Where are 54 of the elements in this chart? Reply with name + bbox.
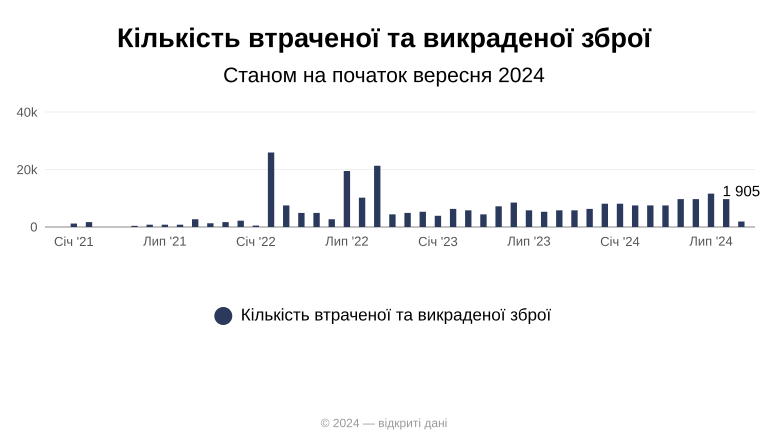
bar xyxy=(647,205,654,227)
x-tick-label: Січ '22 xyxy=(236,236,276,246)
bar xyxy=(86,222,92,227)
y-tick-label: 20k xyxy=(17,164,38,174)
bar xyxy=(207,223,214,227)
x-tick-label: Січ '24 xyxy=(600,236,640,246)
x-tick-label: Лип '23 xyxy=(507,236,550,246)
text: © 2024 — відкриті дані xyxy=(320,418,447,430)
bar xyxy=(571,210,578,227)
bar xyxy=(222,222,229,227)
bar xyxy=(662,205,669,227)
chart-title: Кількість втраченої та викраденої зброї xyxy=(118,27,652,53)
bar xyxy=(722,199,730,227)
x-tick-label: Лип '21 xyxy=(143,236,186,246)
bar xyxy=(374,166,380,227)
bar xyxy=(540,212,548,227)
bar xyxy=(420,212,426,227)
bar xyxy=(344,170,350,227)
bar xyxy=(556,210,562,227)
bar xyxy=(283,205,290,227)
bar xyxy=(434,216,442,227)
bar xyxy=(586,208,593,227)
bar xyxy=(313,212,320,227)
bar xyxy=(328,219,335,227)
data-label: 1 905 xyxy=(724,186,760,196)
bar xyxy=(238,220,244,227)
x-tick-label: Лип '22 xyxy=(325,236,368,246)
x-tick-label: Лип '24 xyxy=(689,236,732,246)
bar xyxy=(450,208,456,227)
bar xyxy=(677,199,684,227)
bar xyxy=(404,212,411,227)
bar xyxy=(495,206,502,227)
bar xyxy=(480,214,487,227)
bar xyxy=(692,199,700,227)
legend-label: Кількість втраченої та викраденої зброї xyxy=(242,308,552,324)
bar xyxy=(70,224,78,227)
bar xyxy=(708,194,714,227)
bar xyxy=(632,205,638,227)
bar xyxy=(358,198,366,227)
bar xyxy=(192,219,198,227)
y-tick-label: 0 xyxy=(30,222,37,232)
bar xyxy=(616,204,624,227)
bar xyxy=(602,204,608,227)
bar xyxy=(510,202,517,227)
bar xyxy=(298,212,305,227)
bar xyxy=(465,210,472,227)
chart-subtitle: Станом на початок вересня 2024 xyxy=(224,67,544,87)
bar xyxy=(268,152,274,227)
bar xyxy=(526,210,532,227)
x-tick-label: Січ '23 xyxy=(418,236,458,246)
y-tick-label: 40k xyxy=(16,107,38,117)
bar xyxy=(389,214,396,227)
x-tick-label: Січ '21 xyxy=(54,236,93,246)
bar xyxy=(738,222,745,227)
